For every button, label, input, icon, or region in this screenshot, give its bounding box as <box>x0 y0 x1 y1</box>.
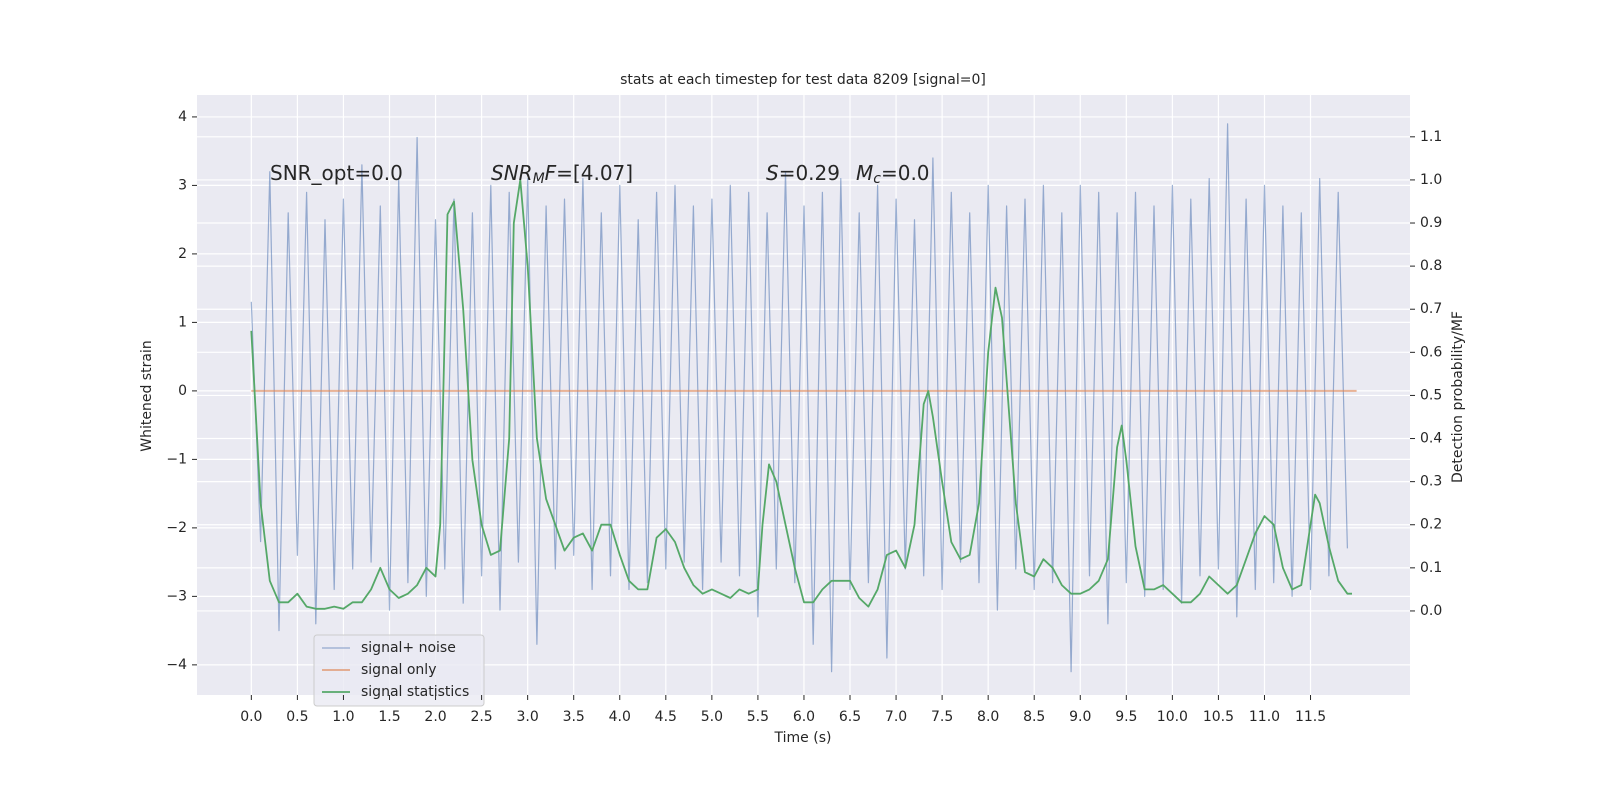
y2-tick-label: 0.3 <box>1420 474 1442 490</box>
y2-tick-label: 0.7 <box>1420 301 1442 317</box>
annotation-text: =0.0 <box>881 161 930 185</box>
x-tick-label: 9.0 <box>1069 709 1091 725</box>
legend-label: signal+ noise <box>361 640 456 656</box>
x-tick-label: 0.5 <box>286 709 308 725</box>
y2-tick-label: 0.2 <box>1420 517 1442 533</box>
y2-tick-label: 1.1 <box>1420 129 1442 145</box>
x-tick-label: 2.0 <box>424 709 446 725</box>
x-tick-label: 5.5 <box>747 709 769 725</box>
y2-tick-label: 1.0 <box>1420 172 1442 188</box>
series-line <box>250 123 1348 673</box>
y-axis-label: Whitened strain <box>139 340 155 451</box>
x-tick-label: 10.0 <box>1157 709 1188 725</box>
x-tick-label: 8.5 <box>1023 709 1045 725</box>
annotation-text: M <box>533 171 545 187</box>
y2-tick-label: 0.5 <box>1420 387 1442 403</box>
y2-axis-label: Detection probability/MF <box>1450 311 1466 483</box>
annotation-text: M <box>856 161 873 185</box>
y-tick-label: −4 <box>166 657 187 673</box>
y2-tick-label: 0.9 <box>1420 215 1442 231</box>
x-tick-label: 11.5 <box>1295 709 1326 725</box>
legend-label: signal statistics <box>361 684 469 700</box>
annotation-text: SNR_opt=0.0 <box>270 161 403 185</box>
marks <box>250 123 1357 673</box>
legend-label: signal only <box>361 662 436 678</box>
x-tick-label: 6.5 <box>839 709 861 725</box>
x-tick-label: 7.5 <box>931 709 953 725</box>
annotation: SNRMF=[4.07] <box>491 161 633 188</box>
x-axis-label: Time (s) <box>774 730 832 746</box>
y-tick-label: 3 <box>178 177 187 193</box>
x-tick-label: 5.0 <box>701 709 723 725</box>
x-tick-label: 4.0 <box>609 709 631 725</box>
y-tick-label: −1 <box>166 451 187 467</box>
y-tick-label: −3 <box>166 588 187 604</box>
annotation-text: c <box>873 171 881 187</box>
annotation-text: F <box>545 161 557 185</box>
x-tick-label: 3.0 <box>517 709 539 725</box>
x-tick-label: 11.0 <box>1249 709 1280 725</box>
x-tick-label: 6.0 <box>793 709 815 725</box>
annotation-text: =0.29 <box>779 161 840 185</box>
y-tick-label: 4 <box>178 109 187 125</box>
x-tick-label: 0.0 <box>240 709 262 725</box>
y2-tick-label: 0.6 <box>1420 344 1442 360</box>
series-line <box>250 179 1352 610</box>
annotation: S=0.29 Mc=0.0 <box>766 161 930 188</box>
annotation-text: SNR <box>491 161 533 185</box>
y-tick-label: −2 <box>166 520 187 536</box>
chart-title: stats at each timestep for test data 820… <box>620 72 986 88</box>
legend-box <box>313 634 485 707</box>
x-tick-label: 9.5 <box>1115 709 1137 725</box>
y-tick-label: 0 <box>178 383 187 399</box>
x-tick-label: 1.0 <box>332 709 354 725</box>
x-tick-label: 2.5 <box>470 709 492 725</box>
y2-tick-label: 0.8 <box>1420 258 1442 274</box>
x-tick-label: 3.5 <box>563 709 585 725</box>
annotation: SNR_opt=0.0 <box>270 161 403 185</box>
annotation-text: =[4.07] <box>556 161 633 185</box>
annotation-text: S <box>766 161 779 185</box>
y2-tick-label: 0.0 <box>1420 603 1442 619</box>
x-tick-label: 8.0 <box>977 709 999 725</box>
legend: signal+ noise signal only signal statistic… <box>313 634 485 707</box>
x-tick-label: 4.5 <box>655 709 677 725</box>
x-tick-label: 1.5 <box>378 709 400 725</box>
x-tick-label: 10.5 <box>1203 709 1234 725</box>
y2-tick-label: 0.4 <box>1420 431 1442 447</box>
y2-tick-label: 0.1 <box>1420 560 1442 576</box>
y-tick-label: 1 <box>178 314 187 330</box>
y-tick-label: 2 <box>178 246 187 262</box>
x-tick-label: 7.0 <box>885 709 907 725</box>
